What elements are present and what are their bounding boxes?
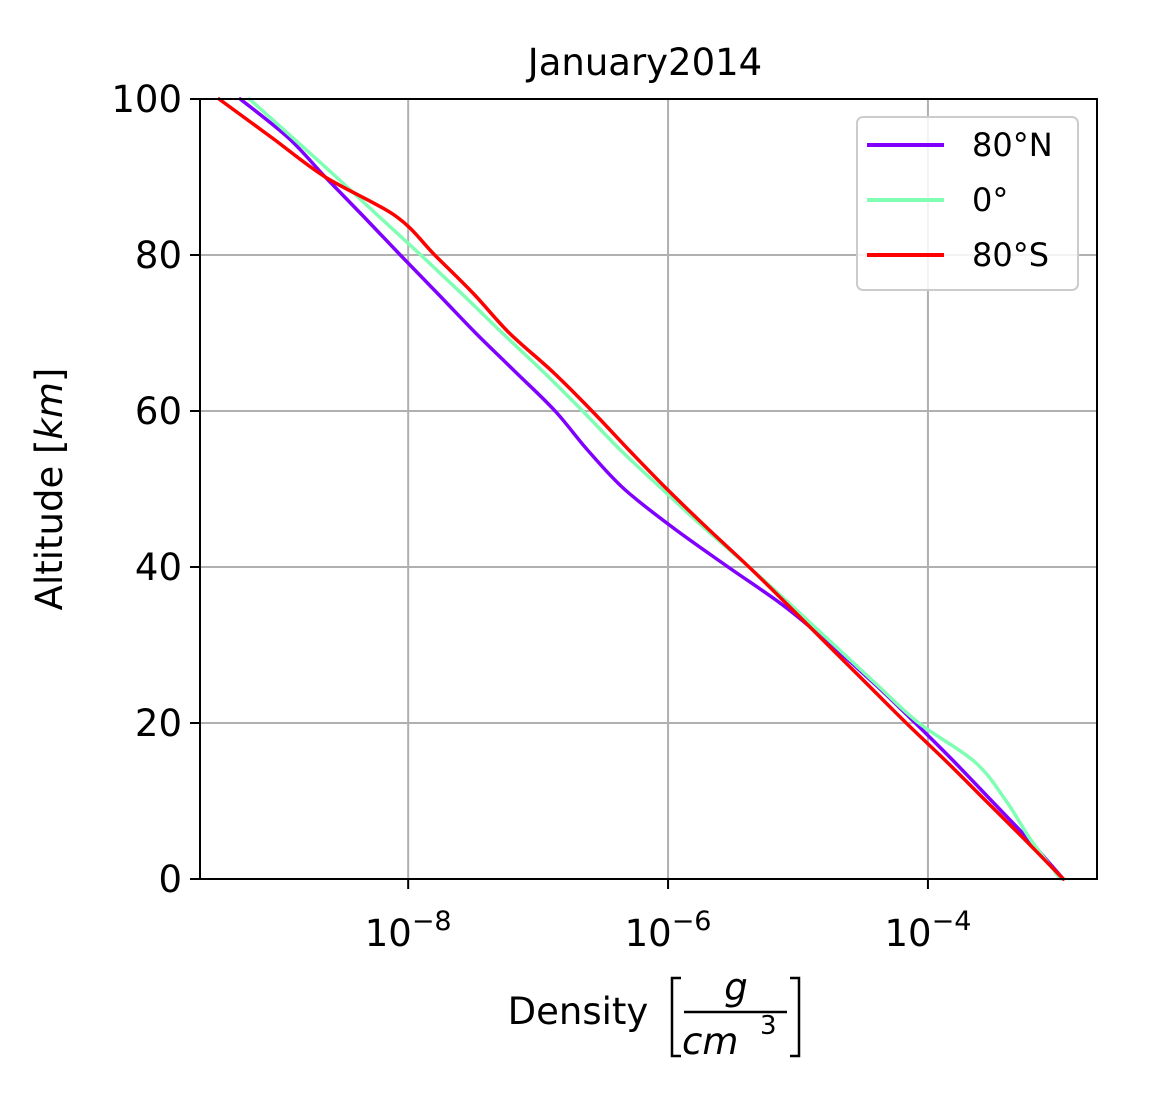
legend: 80°N 0° 80°S — [856, 116, 1079, 291]
chart-title: January2014 — [526, 41, 762, 84]
legend-entries: 80°N 0° 80°S — [867, 126, 1053, 274]
series-line-1 — [247, 97, 1063, 881]
y-tick-label: 80 — [135, 234, 182, 277]
x-tick-label: 10−8 — [365, 906, 452, 955]
legend-label-1: 0° — [972, 181, 1008, 219]
x-axis-label: Density g cm 3 — [508, 966, 801, 1063]
x-axis-unit-denominator: cm — [682, 1020, 738, 1063]
y-tick-label: 100 — [111, 78, 182, 121]
x-axis-unit-denominator-exponent: 3 — [760, 1011, 777, 1041]
x-axis-ticks: 10−8 10−6 10−4 — [365, 879, 971, 955]
series-line-2 — [217, 97, 1066, 881]
y-tick-label: 0 — [158, 858, 182, 901]
legend-label-0: 80°N — [972, 126, 1053, 164]
y-axis-ticks: 0 20 40 60 80 100 — [111, 78, 200, 901]
y-tick-label: 40 — [135, 546, 182, 589]
x-axis-label-left-bracket — [670, 976, 681, 1058]
y-tick-label: 60 — [135, 390, 182, 433]
x-axis-unit-numerator: g — [724, 966, 748, 1009]
y-axis-label: Altitude [km] — [28, 368, 71, 611]
y-tick-label: 20 — [135, 702, 182, 745]
x-axis-label-text: Density — [508, 990, 649, 1033]
series-line-0 — [238, 97, 1066, 881]
x-tick-label: 10−6 — [625, 906, 712, 955]
legend-label-2: 80°S — [972, 236, 1049, 274]
x-tick-label: 10−4 — [884, 906, 971, 955]
legend-box — [856, 116, 1079, 291]
x-axis-label-right-bracket — [790, 976, 801, 1058]
plot-frame — [199, 98, 1098, 880]
series-layer — [217, 97, 1066, 881]
